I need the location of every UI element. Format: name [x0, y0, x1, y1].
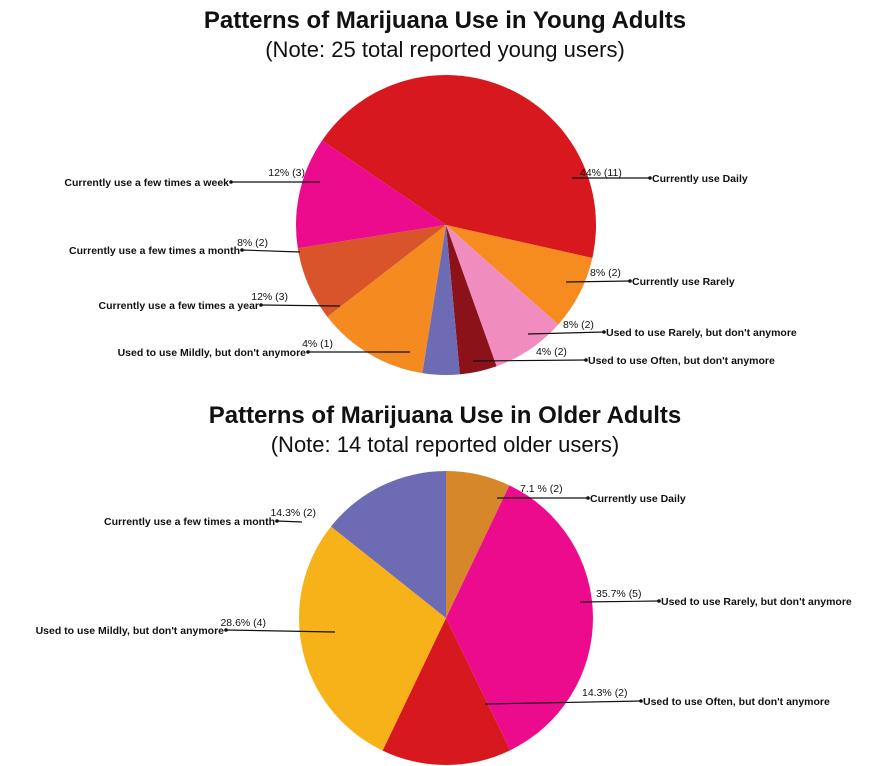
- young-slice-currently-use-a-few-times-a-week-category-label: Currently use a few times a week: [64, 177, 229, 189]
- young-slice-currently-use-a-few-times-a-year-leader-dot: [259, 303, 263, 307]
- older-slice-currently-use-daily-category-label: Currently use Daily: [590, 493, 686, 505]
- older-slice-currently-use-a-few-times-a-month: [330, 471, 446, 618]
- young-slice-used-to-use-mildly-but-don-t-anymore: [422, 225, 460, 376]
- young-adults-chart: Patterns of Marijuana Use in Young Adult…: [64, 7, 797, 376]
- young-slice-currently-use-a-few-times-a-year-leader-line: [260, 304, 341, 307]
- young-slice-used-to-use-mildly-but-don-t-anymore-leader-dot: [306, 350, 310, 354]
- young-slice-currently-use-a-few-times-a-week-leader-dot: [229, 180, 233, 184]
- young-slice-used-to-use-mildly-but-don-t-anymore-category-label: Used to use Mildly, but don't anymore: [118, 347, 307, 359]
- young-slice-currently-use-daily-value-label: 44% (11): [580, 167, 622, 179]
- young-slice-currently-use-a-few-times-a-month-category-label: Currently use a few times a month: [69, 245, 240, 257]
- young-slice-currently-use-a-few-times-a-month-value-label: 8% (2): [237, 237, 268, 249]
- young-slice-used-to-use-often-but-don-t-anymore-category-label: Used to use Often, but don't anymore: [588, 355, 775, 367]
- young-slice-used-to-use-rarely-but-don-t-anymore-category-label: Used to use Rarely, but don't anymore: [606, 327, 797, 339]
- older-slice-used-to-use-mildly-but-don-t-anymore-leader-dot: [224, 628, 228, 632]
- older-slice-used-to-use-rarely-but-don-t-anymore-leader-dot: [657, 599, 661, 603]
- older-slice-used-to-use-often-but-don-t-anymore-category-label: Used to use Often, but don't anymore: [643, 696, 830, 708]
- young-slice-currently-use-a-few-times-a-year-value-label: 12% (3): [251, 291, 288, 303]
- young-chart-subtitle: (Note: 25 total reported young users): [265, 37, 625, 62]
- older-slice-used-to-use-rarely-but-don-t-anymore-leader-line: [579, 600, 660, 603]
- young-slice-used-to-use-rarely-but-don-t-anymore-leader-line: [527, 331, 605, 335]
- young-slice-currently-use-rarely-value-label: 8% (2): [590, 267, 621, 279]
- young-slice-currently-use-a-few-times-a-month: [297, 225, 446, 317]
- young-slice-used-to-use-often-but-don-t-anymore: [446, 225, 497, 375]
- young-slice-currently-use-a-few-times-a-week-value-label: 12% (3): [268, 167, 305, 179]
- young-chart-title: Patterns of Marijuana Use in Young Adult…: [204, 7, 686, 34]
- young-slice-used-to-use-rarely-but-don-t-anymore-value-label: 8% (2): [563, 319, 594, 331]
- older-slice-currently-use-a-few-times-a-month-leader-line: [276, 520, 303, 523]
- older-slice-currently-use-daily: [446, 471, 510, 618]
- young-slice-currently-use-daily-category-label: Currently use Daily: [652, 173, 748, 185]
- older-slice-used-to-use-mildly-but-don-t-anymore-leader-line: [225, 629, 336, 633]
- older-slice-currently-use-daily-leader-dot: [586, 496, 590, 500]
- older-slice-used-to-use-rarely-but-don-t-anymore-value-label: 35.7% (5): [596, 588, 642, 600]
- older-slice-currently-use-a-few-times-a-month-leader-dot: [275, 519, 279, 523]
- young-slice-currently-use-a-few-times-a-week: [296, 140, 446, 249]
- older-slice-used-to-use-often-but-don-t-anymore-value-label: 14.3% (2): [582, 687, 628, 699]
- older-slice-used-to-use-mildly-but-don-t-anymore-value-label: 28.6% (4): [220, 617, 266, 629]
- young-slice-currently-use-rarely-leader-dot: [628, 279, 632, 283]
- young-slice-currently-use-a-few-times-a-month-leader-line: [241, 249, 301, 253]
- older-pie-labels: 7.1 % (2) Currently use Daily 35.7% (5) Use…: [36, 483, 852, 708]
- older-slice-used-to-use-often-but-don-t-anymore-leader-line: [484, 700, 642, 705]
- young-slice-currently-use-a-few-times-a-year-category-label: Currently use a few times a year: [99, 300, 260, 312]
- young-slice-used-to-use-often-but-don-t-anymore-value-label: 4% (2): [536, 346, 567, 358]
- young-slice-currently-use-rarely: [446, 225, 593, 325]
- young-slice-currently-use-rarely-category-label: Currently use Rarely: [632, 276, 735, 288]
- older-slice-used-to-use-rarely-but-don-t-anymore-category-label: Used to use Rarely, but don't anymore: [661, 596, 852, 608]
- young-slice-currently-use-rarely-leader-line: [565, 280, 631, 283]
- older-slice-currently-use-daily-value-label: 7.1 % (2): [520, 483, 563, 495]
- young-slice-currently-use-a-few-times-a-month-leader-dot: [240, 248, 244, 252]
- young-slice-currently-use-a-few-times-a-year: [327, 225, 446, 374]
- young-slice-used-to-use-often-but-don-t-anymore-leader-dot: [584, 358, 588, 362]
- older-slice-used-to-use-often-but-don-t-anymore-leader-dot: [639, 699, 643, 703]
- older-slice-used-to-use-mildly-but-don-t-anymore: [299, 526, 446, 751]
- older-adults-chart: Patterns of Marijuana Use in Older Adult…: [36, 402, 852, 765]
- young-slice-used-to-use-rarely-but-don-t-anymore: [446, 225, 559, 367]
- young-slice-used-to-use-mildly-but-don-t-anymore-value-label: 4% (1): [302, 338, 333, 350]
- older-slice-currently-use-a-few-times-a-month-value-label: 14.3% (2): [270, 507, 316, 519]
- young-slice-used-to-use-rarely-but-don-t-anymore-leader-dot: [602, 330, 606, 334]
- older-chart-title: Patterns of Marijuana Use in Older Adult…: [209, 402, 682, 429]
- young-slice-currently-use-daily-leader-dot: [648, 176, 652, 180]
- older-slice-currently-use-a-few-times-a-month-category-label: Currently use a few times a month: [104, 516, 275, 528]
- older-chart-subtitle: (Note: 14 total reported older users): [271, 432, 620, 457]
- older-slice-used-to-use-often-but-don-t-anymore: [382, 618, 511, 765]
- young-slice-used-to-use-often-but-don-t-anymore-leader-line: [472, 359, 587, 362]
- young-slice-currently-use-daily: [322, 75, 596, 258]
- older-pie: [299, 471, 593, 765]
- older-slice-used-to-use-mildly-but-don-t-anymore-category-label: Used to use Mildly, but don't anymore: [36, 625, 225, 637]
- young-pie: [296, 75, 596, 376]
- older-slice-used-to-use-rarely-but-don-t-anymore: [446, 485, 593, 751]
